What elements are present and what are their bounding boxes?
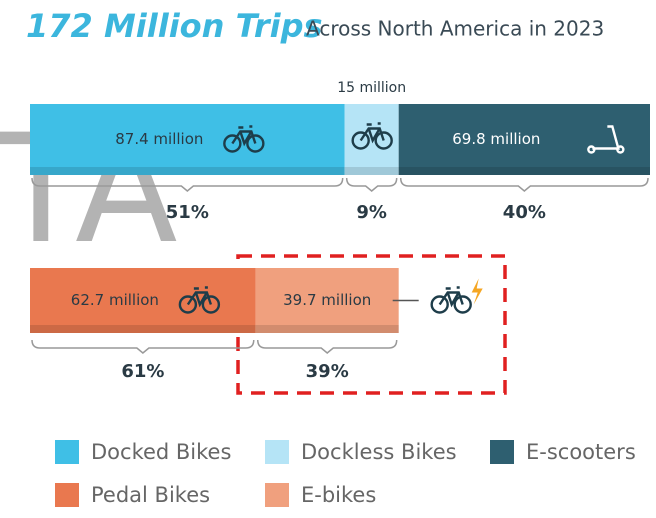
bar-segment (30, 104, 345, 175)
legend-swatch (490, 440, 514, 464)
bracket (345, 177, 398, 192)
value-label: 87.4 million (115, 130, 203, 148)
share-label: 51% (166, 202, 209, 223)
share-label: 61% (121, 361, 164, 382)
bike-icon (430, 278, 483, 314)
share-label: 39% (306, 361, 349, 382)
subtitle: Across North America in 2023 (306, 17, 604, 41)
bar-shade (398, 167, 650, 175)
value-label: 39.7 million (283, 291, 371, 309)
share-label: 40% (503, 202, 546, 223)
wheel (374, 131, 393, 150)
legend-label: Docked Bikes (91, 440, 231, 464)
bike-icon (178, 286, 221, 314)
frame (359, 122, 385, 144)
wheel (201, 295, 221, 314)
scooter-icon (587, 125, 625, 154)
frame (438, 286, 464, 308)
legend-swatch (55, 483, 79, 507)
bolt (471, 278, 483, 305)
bar-shade (30, 167, 345, 175)
value-label: 62.7 million (71, 291, 159, 309)
wheel (453, 295, 472, 314)
legend-label: E-scooters (526, 440, 636, 464)
legend-label: Dockless Bikes (301, 440, 457, 464)
wheel (246, 134, 265, 153)
bracket (31, 177, 344, 192)
wheel (223, 134, 242, 153)
bar-segment (398, 104, 650, 175)
bike-icon (351, 122, 393, 150)
bar-shade (30, 325, 256, 333)
legend-label: E-bikes (301, 483, 376, 507)
wheel (351, 131, 370, 150)
bracket (399, 177, 649, 192)
wheel (587, 145, 596, 154)
legend-swatch (265, 483, 289, 507)
share-label: 9% (356, 202, 387, 223)
scooter (592, 125, 620, 150)
bar-shade (255, 325, 399, 333)
value-label: 69.8 million (452, 130, 540, 148)
frame (186, 286, 213, 308)
legend-label: Pedal Bikes (91, 483, 210, 507)
wheel (430, 295, 449, 314)
value-label: 15 million (337, 80, 406, 96)
bracket (256, 339, 398, 354)
legend-swatch (265, 440, 289, 464)
frame (231, 125, 257, 147)
bracket (31, 339, 255, 354)
bike-icon (223, 125, 265, 153)
wheel (616, 145, 625, 154)
bar-segment (255, 268, 399, 333)
wheel (178, 295, 198, 314)
bar-shade (344, 167, 399, 175)
title: 172 Million Trips (26, 7, 323, 45)
legend-swatch (55, 440, 79, 464)
